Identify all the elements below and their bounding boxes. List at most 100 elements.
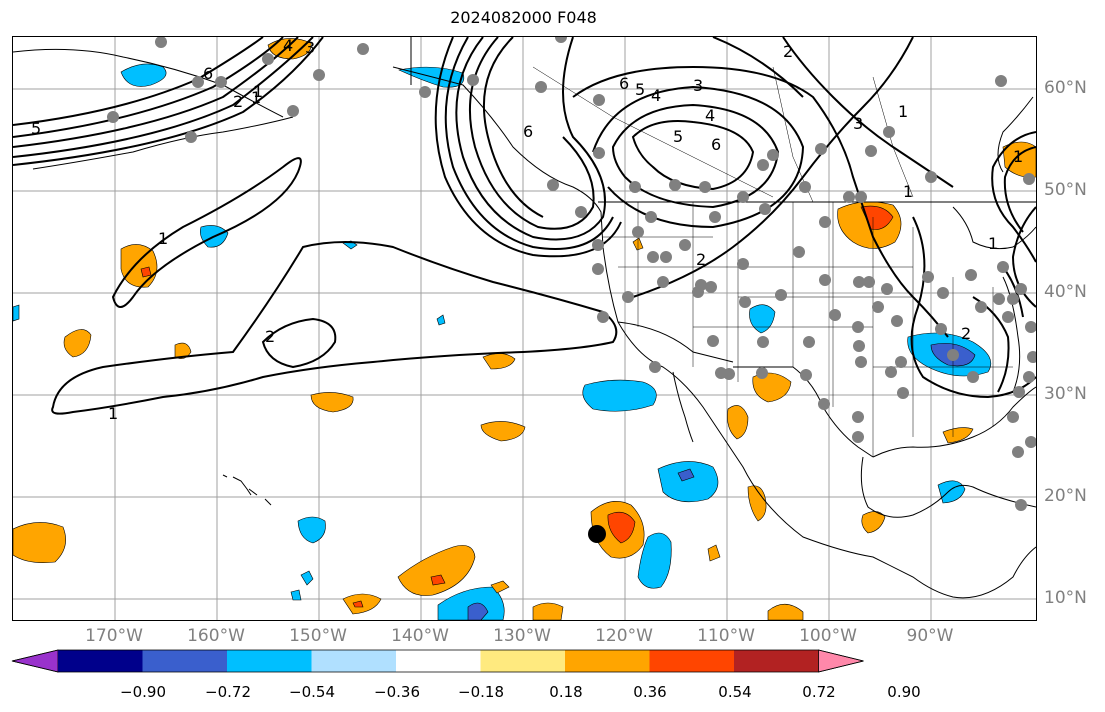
colorbar-tick-label: 0.72 [802,683,836,701]
station-marker [855,191,867,203]
station-marker [1023,173,1035,185]
contour-label: 1 [108,404,118,423]
station-marker [852,411,864,423]
station-marker [215,76,227,88]
station-marker [965,269,977,281]
colorbar-outline [11,649,864,673]
contour-lines [13,37,1036,415]
lon-label: 90°W [906,626,954,646]
station-marker [185,131,197,143]
station-marker [1015,283,1027,295]
station-marker [757,159,769,171]
station-marker [793,246,805,258]
contour-label: 1 [988,234,998,253]
station-marker [593,147,605,159]
station-marker [967,371,979,383]
station-marker [883,126,895,138]
colorbar-segment [480,650,565,672]
contour-label: 1 [158,229,168,248]
station-marker [855,356,867,368]
contour-label: 6 [523,122,533,141]
station-marker [997,261,1009,273]
lat-label: 30°N [1044,384,1087,404]
station-marker [629,181,641,193]
colorbar-extend-high [818,649,864,673]
colorbar-segment [142,650,227,672]
state-borders [532,66,1013,457]
colorbar-tick-label: 0.54 [718,683,752,701]
lon-label: 140°W [391,626,449,646]
negative-anomaly-fill [13,63,992,620]
station-marker [192,76,204,88]
colorbar-tick-label: −0.54 [289,683,335,701]
contour-label: 5 [31,119,41,138]
contour-label: 3 [853,114,863,133]
station-marker [891,315,903,327]
station-marker [818,398,830,410]
station-marker [843,191,855,203]
contour-label: 6 [619,74,629,93]
station-marker [947,349,959,361]
station-marker [737,258,749,270]
station-marker [287,105,299,117]
contour-label: 6 [203,64,213,83]
station-marker [1007,293,1019,305]
station-marker [645,211,657,223]
station-marker [935,323,947,335]
contour-label: 1 [903,182,913,201]
contour-label: 2 [265,327,275,346]
station-marker [1025,321,1036,333]
station-marker [669,179,681,191]
station-marker [863,276,875,288]
colorbar-segment [734,650,819,672]
storm-position-marker [588,525,606,543]
station-marker [925,171,937,183]
station-marker [313,69,325,81]
station-marker [632,226,644,238]
colorbar-tick-label: 0.90 [887,683,921,701]
colorbar-tick-label: 0.18 [549,683,583,701]
station-marker [705,281,717,293]
contour-label: 1 [253,82,263,101]
lon-label: 160°W [187,626,245,646]
station-marker [535,81,547,93]
colorbar-segment [58,650,143,672]
station-marker [107,111,119,123]
colorbar-segment [565,650,650,672]
contour-label: 1 [251,88,261,107]
station-marker [993,293,1005,305]
station-marker [262,53,274,65]
lat-label: 60°N [1044,78,1087,98]
contour-label: 5 [673,127,683,146]
station-marker [852,321,864,333]
lat-label: 40°N [1044,282,1087,302]
station-marker [555,37,567,43]
station-marker [819,216,831,228]
colorbar-extend-low [11,649,59,673]
lat-label: 10°N [1044,588,1087,608]
station-marker [895,356,907,368]
station-marker [1002,311,1014,323]
lon-label: 100°W [799,626,857,646]
station-marker [739,296,751,308]
station-marker [815,143,827,155]
contour-label: 6 [711,135,721,154]
map-panel: 5 6 4 3 6 2 1 6 5 4 3 2 1 5 6 4 1 3 2 1 … [12,36,1037,621]
station-marker [767,149,779,161]
station-marker [679,239,691,251]
lon-label: 110°W [697,626,755,646]
station-marker [852,431,864,443]
contour-label: 4 [651,86,661,105]
station-marker [597,311,609,323]
station-marker [799,181,811,193]
map-canvas: 5 6 4 3 6 2 1 6 5 4 3 2 1 5 6 4 1 3 2 1 … [13,37,1036,620]
station-marker [1023,371,1035,383]
station-marker [593,94,605,106]
station-marker [419,86,431,98]
station-marker [865,145,877,157]
station-marker [647,251,659,263]
station-marker [660,251,672,263]
contour-label: 3 [305,38,315,57]
station-marker [853,276,865,288]
contour-label: 4 [283,37,293,55]
